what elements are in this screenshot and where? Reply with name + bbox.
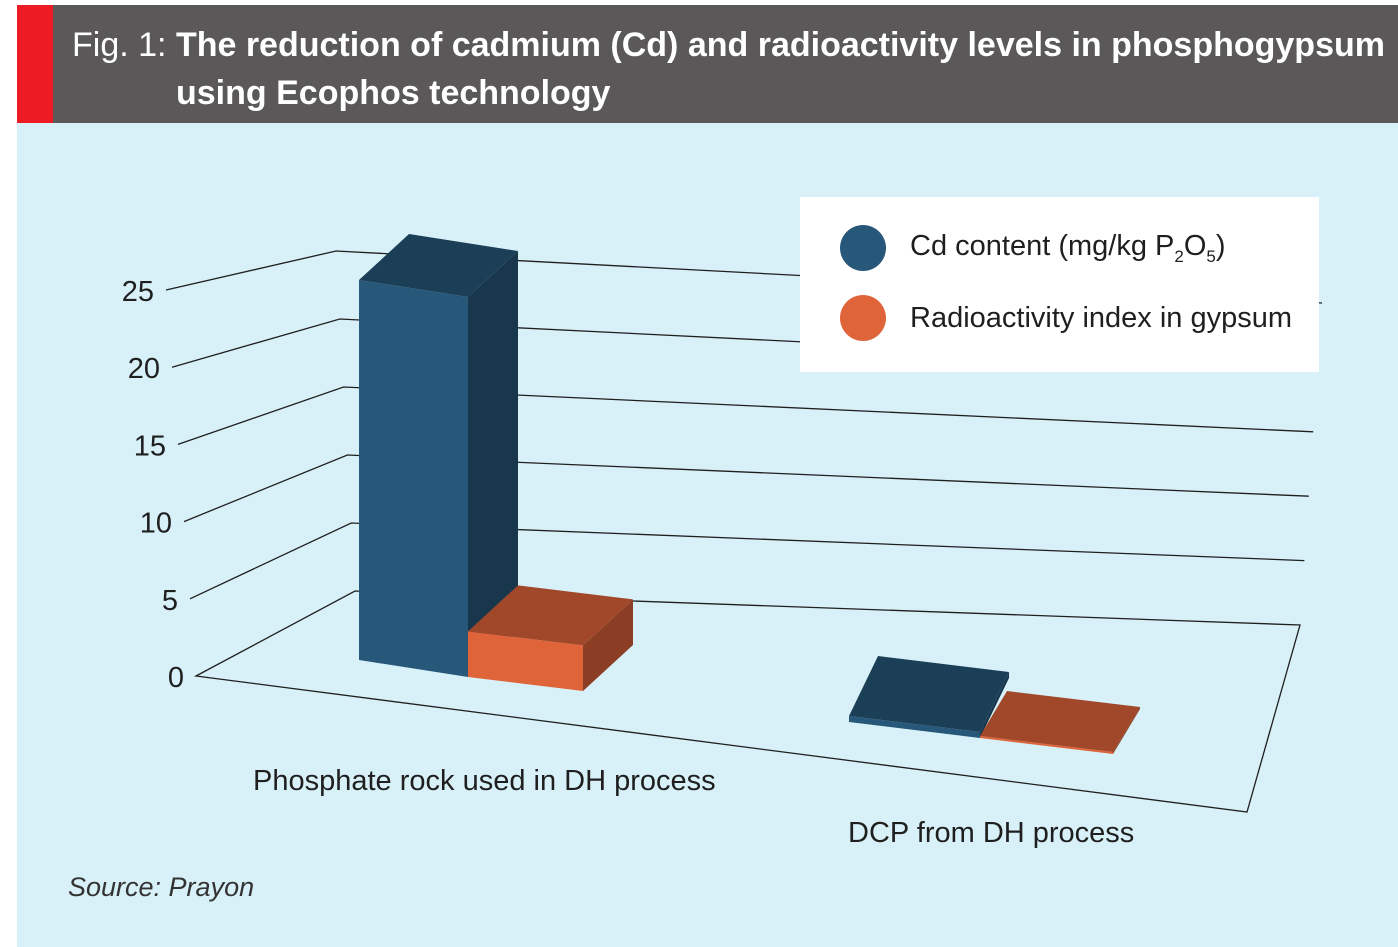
bar-top-face (849, 656, 1009, 732)
header-accent-bar (17, 5, 53, 123)
bar-front-face (980, 736, 1113, 754)
legend-swatch-radioactivity (840, 295, 886, 341)
y-tick-label: 0 (168, 662, 184, 694)
category-label-phosphate-rock: Phosphate rock used in DH process (253, 765, 716, 797)
legend-label-cd: Cd content (mg/kg P2O5) (910, 229, 1226, 266)
bar-cd-dcp (849, 656, 1009, 738)
y-tick-label: 20 (128, 353, 160, 385)
title-line-2: using Ecophos technology (176, 74, 611, 112)
y-axis-ticks: 0 5 10 15 20 25 (122, 276, 184, 694)
bar-side-face (583, 599, 633, 691)
y-tick-label: 5 (162, 585, 178, 617)
gridline (177, 386, 1314, 446)
source-note: Source: Prayon (68, 872, 255, 902)
category-label-dcp: DCP from DH process (848, 817, 1134, 849)
gridline (183, 454, 1309, 523)
bar-front-face (849, 716, 980, 738)
y-tick-label: 15 (134, 430, 166, 462)
gridline (189, 522, 1305, 600)
chart-bars (359, 234, 1140, 754)
bar-top-face (468, 585, 633, 646)
bar-side-face (980, 672, 1009, 738)
figure-title: Fig. 1: The reduction of cadmium (Cd) an… (72, 21, 1392, 117)
bar-top-face (359, 234, 518, 297)
title-prefix: Fig. 1: (72, 26, 167, 64)
bar-radioactivity-dcp (980, 691, 1140, 754)
bar-top-face (980, 691, 1140, 752)
legend-item-cd: Cd content (mg/kg P2O5) (840, 225, 1226, 271)
bar-cd-phosphate-rock (359, 234, 518, 677)
legend-item-radioactivity: Radioactivity index in gypsum (840, 295, 1292, 341)
chart-floor (193, 590, 1301, 813)
legend-swatch-cd (840, 225, 886, 271)
bar-side-face (468, 251, 518, 677)
figure-header: Fig. 1: The reduction of cadmium (Cd) an… (17, 5, 1398, 123)
bar-front-face (359, 280, 468, 677)
chart-legend: Cd content (mg/kg P2O5) Radioactivity in… (800, 197, 1319, 372)
bar-radioactivity-phosphate-rock (468, 585, 633, 691)
title-line-1: The reduction of cadmium (Cd) and radioa… (175, 26, 1385, 64)
y-tick-label: 10 (140, 508, 172, 540)
bar-side-face (1113, 707, 1140, 754)
legend-label-radioactivity: Radioactivity index in gypsum (910, 301, 1293, 334)
bar-front-face (468, 631, 583, 691)
y-tick-label: 25 (122, 276, 154, 308)
